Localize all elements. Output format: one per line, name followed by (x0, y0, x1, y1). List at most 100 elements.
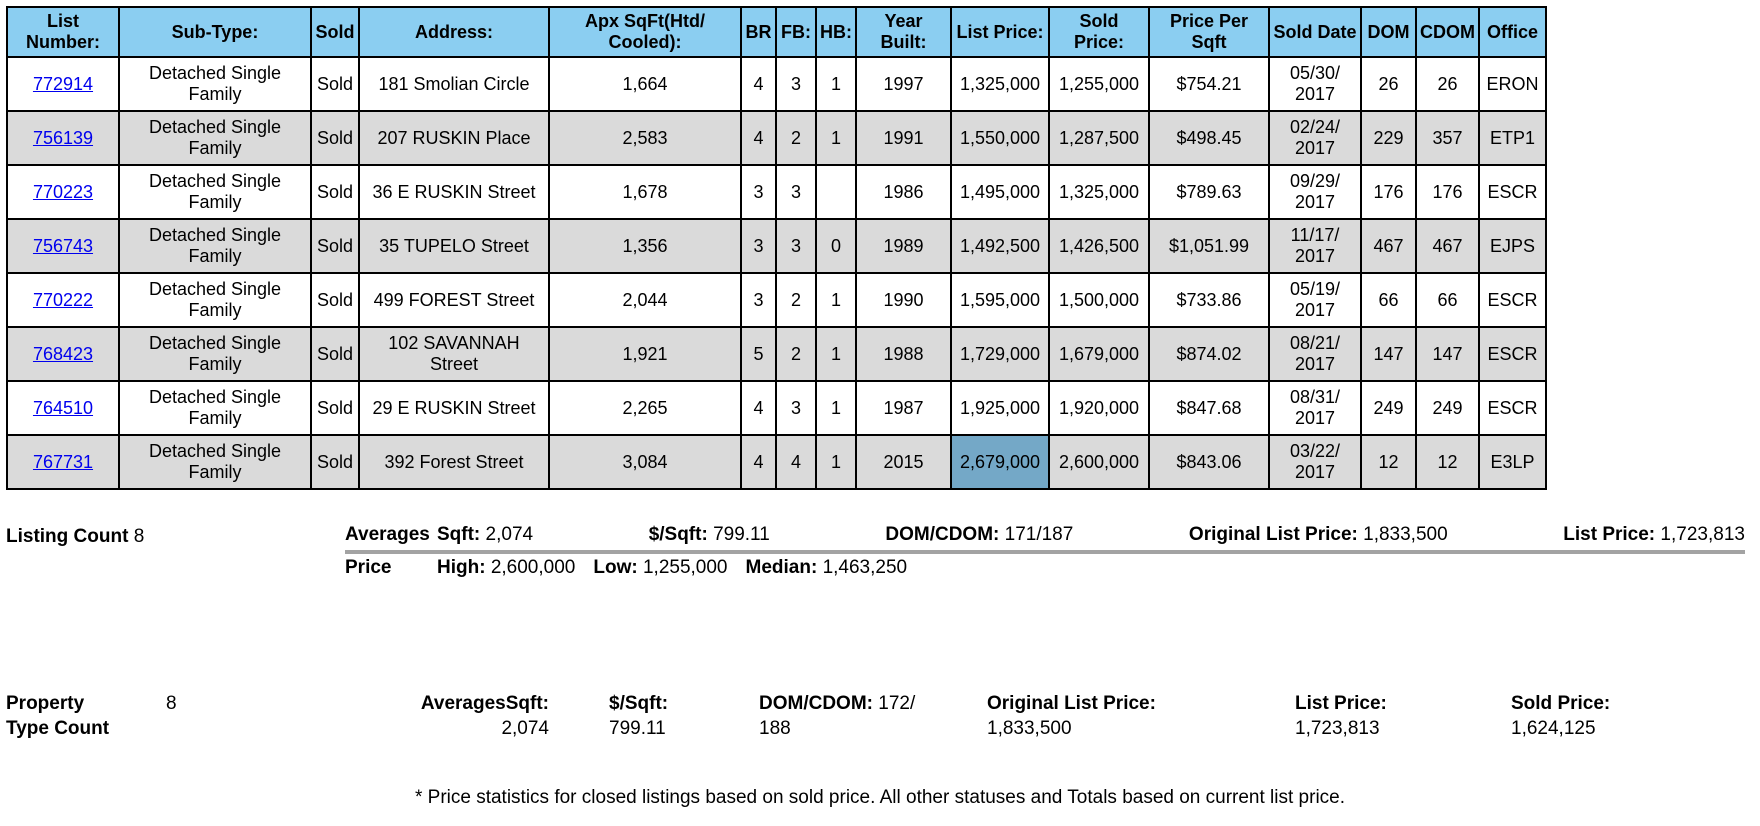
cell-price-per-sqft: $843.06 (1148, 434, 1270, 490)
property-type-count-label: Property Type Count (6, 693, 110, 739)
cell-address: 102 SAVANNAH Street (358, 326, 550, 382)
cell-fb: 2 (775, 110, 817, 166)
cell-price-per-sqft: $754.21 (1148, 56, 1270, 112)
cell-sqft: 2,044 (548, 272, 742, 328)
cell-status: Sold (310, 434, 360, 490)
cell-sold-date: 11/​17/​2017 (1268, 218, 1362, 274)
cell-sqft: 1,356 (548, 218, 742, 274)
cell-hb: 0 (815, 218, 857, 274)
stat-averages-sqft: AveragesSqft: 2,074 (420, 693, 549, 739)
listing-row: 756139 Detached Single Family Sold 207 RUSK… (6, 110, 1547, 166)
price-statistics-note: * Price statistics for closed listings b… (414, 787, 1346, 808)
cell-sub-type: Detached Single Family (118, 164, 312, 220)
cell-address: 499 FOREST Street (358, 272, 550, 328)
cell-br: 4 (740, 110, 777, 166)
stat-price-low: Low: 1,255,000 (593, 557, 728, 578)
cell-sold-date: 08/​21/​2017 (1268, 326, 1362, 382)
cell-dom: 176 (1360, 164, 1417, 220)
cell-br: 5 (740, 326, 777, 382)
cell-price-per-sqft: $874.02 (1148, 326, 1270, 382)
column-header-hb: HB: (815, 6, 857, 58)
header-row: List Number: Sub-Type: Sold Address: Apx SqF… (6, 6, 1547, 58)
cell-status: Sold (310, 110, 360, 166)
listing-row: 767731 Detached Single Family Sold 392 Fore… (6, 434, 1547, 490)
cell-status: Sold (310, 56, 360, 112)
cell-br: 4 (740, 380, 777, 436)
cell-office: EJPS (1478, 218, 1547, 274)
stat-avg-price-per-sqft: $/Sqft: 799.11 (648, 524, 770, 545)
cell-dom: 229 (1360, 110, 1417, 166)
cell-address: 181 Smolian Circle (358, 56, 550, 112)
column-header-address: Address: (358, 6, 550, 58)
cell-hb: 1 (815, 380, 857, 436)
listing-number-link[interactable]: 756139 (32, 127, 94, 148)
cell-price-per-sqft: $498.45 (1148, 110, 1270, 166)
listing-row: 772914 Detached Single Family Sold 181 Smol… (6, 56, 1547, 112)
listing-number-link[interactable]: 767731 (32, 451, 94, 472)
listing-number-link[interactable]: 772914 (32, 73, 94, 94)
listing-summary: Listing Count 8 Averages Sqft: 2,074 $/Sq… (6, 524, 1760, 579)
stat-avg-list-price: List Price: 1,723,813 (1563, 524, 1745, 545)
cell-hb (815, 164, 857, 220)
column-header-fb: FB: (775, 6, 817, 58)
cell-sold-price: 1,287,500 (1048, 110, 1150, 166)
cell-cdom: 26 (1415, 56, 1480, 112)
column-header-sub-type: Sub-Type: (118, 6, 312, 58)
cell-cdom: 66 (1415, 272, 1480, 328)
column-header-price-per-sqft: Price Per Sqft (1148, 6, 1270, 58)
listing-number-link[interactable]: 770222 (32, 289, 94, 310)
averages-row: Averages Sqft: 2,074 $/Sqft: 799.11 DOM/C… (345, 524, 1745, 554)
cell-status: Sold (310, 164, 360, 220)
cell-fb: 3 (775, 218, 817, 274)
column-header-office: Office (1478, 6, 1547, 58)
cell-dom: 147 (1360, 326, 1417, 382)
cell-br: 4 (740, 56, 777, 112)
cell-list-price: 1,495,000 (950, 164, 1050, 220)
cell-dom: 467 (1360, 218, 1417, 274)
cell-list-number: 770223 (6, 164, 120, 220)
listing-row: 770222 Detached Single Family Sold 499 FORE… (6, 272, 1547, 328)
listing-row: 756743 Detached Single Family Sold 35 TUPEL… (6, 218, 1547, 274)
cell-cdom: 467 (1415, 218, 1480, 274)
column-header-list-number: List Number: (6, 6, 120, 58)
stat-sold-price-total: Sold Price: 1,624,125 (1511, 693, 1611, 739)
column-header-sold-price: Sold Price: (1048, 6, 1150, 58)
column-header-dom: DOM (1360, 6, 1417, 58)
highlighted-cell-list-price: 2,679,000 (950, 434, 1050, 490)
cell-address: 392 Forest Street (358, 434, 550, 490)
listing-number-link[interactable]: 764510 (32, 397, 94, 418)
listing-count-value: 8 (133, 526, 145, 547)
cell-list-number: 756139 (6, 110, 120, 166)
cell-fb: 3 (775, 56, 817, 112)
cell-sub-type: Detached Single Family (118, 56, 312, 112)
cell-sub-type: Detached Single Family (118, 326, 312, 382)
cell-list-number: 768423 (6, 326, 120, 382)
cell-address: 207 RUSKIN Place (358, 110, 550, 166)
column-header-br: BR (740, 6, 777, 58)
cell-sold-date: 09/​29/​2017 (1268, 164, 1362, 220)
property-type-count-value: 8 (166, 693, 177, 714)
stat-price-median: Median: 1,463,250 (745, 557, 908, 578)
cell-sold-price: 1,426,500 (1048, 218, 1150, 274)
cell-list-price: 1,550,000 (950, 110, 1050, 166)
column-header-list-price: List Price: (950, 6, 1050, 58)
cell-list-price: 1,595,000 (950, 272, 1050, 328)
cell-sold-price: 2,600,000 (1048, 434, 1150, 490)
cell-year-built: 1986 (855, 164, 952, 220)
listing-number-link[interactable]: 756743 (32, 235, 94, 256)
cell-sub-type: Detached Single Family (118, 380, 312, 436)
cell-office: ERON (1478, 56, 1547, 112)
listing-row: 768423 Detached Single Family Sold 102 SAVA… (6, 326, 1547, 382)
listing-number-link[interactable]: 770223 (32, 181, 94, 202)
column-header-sqft: Apx SqFt(Htd/​Cooled): (548, 6, 742, 58)
listing-number-link[interactable]: 768423 (32, 343, 94, 364)
cell-sub-type: Detached Single Family (118, 434, 312, 490)
cell-list-number: 764510 (6, 380, 120, 436)
cell-price-per-sqft: $1,051.99 (1148, 218, 1270, 274)
cell-br: 4 (740, 434, 777, 490)
column-header-sold-date: Sold Date (1268, 6, 1362, 58)
stat-price-per-sqft-total: $/Sqft: 799.11 (609, 693, 669, 739)
cell-list-number: 772914 (6, 56, 120, 112)
cell-status: Sold (310, 326, 360, 382)
